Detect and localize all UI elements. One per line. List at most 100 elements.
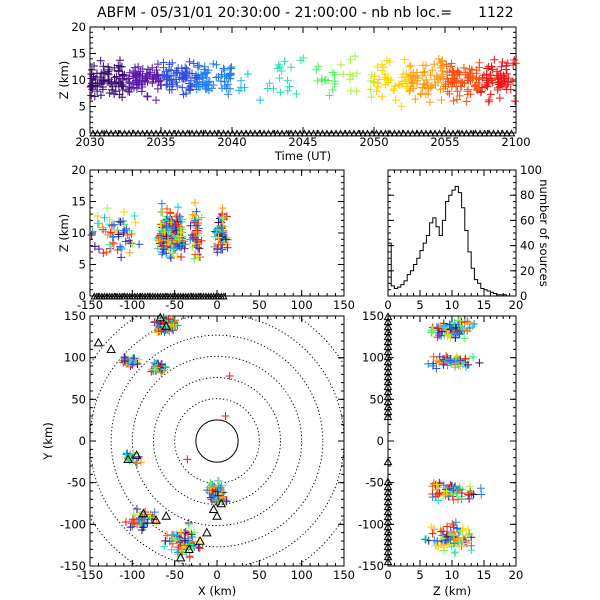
source-point <box>457 489 466 498</box>
station-marker <box>260 129 268 137</box>
source-point <box>502 65 511 74</box>
station-marker <box>255 129 264 137</box>
source-point <box>425 98 434 107</box>
source-point <box>100 68 109 77</box>
y-axis-label: Y (km) <box>41 422 55 461</box>
station-marker <box>383 392 393 401</box>
source-point <box>205 77 214 86</box>
source-point <box>472 74 481 83</box>
station-marker <box>201 129 210 137</box>
station-marker <box>170 129 178 137</box>
source-point <box>106 79 115 88</box>
source-point <box>220 66 229 75</box>
y-tick-label: -50 <box>67 476 86 490</box>
x-tick-label: -50 <box>165 298 184 312</box>
source-point <box>172 530 181 539</box>
source-point <box>175 537 184 546</box>
station-marker <box>368 129 376 137</box>
source-point <box>366 76 375 85</box>
station-marker <box>383 492 393 501</box>
y-tick-label: 20 <box>71 20 86 34</box>
source-point <box>437 331 446 340</box>
source-point <box>219 213 228 222</box>
plot-frame <box>387 315 517 567</box>
range-ring <box>131 355 303 527</box>
station-marker <box>120 129 129 137</box>
range-ring <box>110 334 324 548</box>
x-tick-label: 150 <box>333 298 355 312</box>
source-point <box>435 358 444 367</box>
source-point <box>330 70 339 79</box>
x-tick-label: 0 <box>384 298 391 312</box>
source-point <box>265 79 274 88</box>
source-point <box>99 249 108 258</box>
source-point <box>397 102 406 111</box>
x-tick-label: 50 <box>252 298 267 312</box>
y-tick-label: 100 <box>64 351 86 365</box>
station-marker <box>184 544 194 554</box>
station-marker <box>282 129 291 137</box>
source-point <box>180 72 189 81</box>
x-tick-label: 100 <box>291 568 313 582</box>
source-point <box>175 242 184 251</box>
x-tick-label: 2035 <box>146 135 175 149</box>
source-point <box>470 320 479 329</box>
source-point <box>220 77 229 86</box>
source-point <box>124 74 133 83</box>
station-marker <box>383 312 393 321</box>
source-point <box>190 542 199 551</box>
source-point <box>105 65 114 74</box>
source-point <box>128 240 137 249</box>
source-point <box>162 242 171 251</box>
source-point <box>192 228 201 237</box>
source-point <box>167 76 176 85</box>
source-point <box>181 536 190 545</box>
station-marker <box>246 129 255 137</box>
x-tick-label: 100 <box>291 298 313 312</box>
station-marker <box>151 515 161 524</box>
source-point <box>430 536 439 545</box>
source-point <box>263 84 272 93</box>
source-point <box>434 55 443 64</box>
source-point <box>476 88 485 97</box>
source-point <box>277 66 286 75</box>
source-point <box>446 356 455 365</box>
source-point <box>137 80 146 89</box>
source-point <box>510 56 519 65</box>
y-tick-label: 60 <box>520 213 535 227</box>
station-marker <box>383 402 393 411</box>
source-point <box>87 91 96 100</box>
x-tick-label: 50 <box>252 568 267 582</box>
source-point <box>498 57 507 66</box>
source-point <box>122 224 131 233</box>
source-point <box>486 90 495 99</box>
source-point <box>276 88 285 97</box>
y-tick-label: 20 <box>520 264 535 278</box>
source-point <box>378 92 387 101</box>
source-point <box>442 536 451 545</box>
source-point <box>454 534 463 543</box>
source-point <box>111 87 120 96</box>
station-marker <box>377 129 385 137</box>
station-marker <box>212 510 222 520</box>
source-point <box>469 352 478 361</box>
source-point <box>114 82 123 91</box>
source-point <box>129 72 138 81</box>
source-point <box>138 64 147 73</box>
source-point <box>114 67 123 76</box>
source-point <box>118 217 127 226</box>
source-point <box>194 239 203 248</box>
source-point <box>352 87 361 96</box>
source-point <box>185 520 194 529</box>
x-axis-label: X (km) <box>198 584 236 598</box>
source-point <box>418 83 427 92</box>
source-point <box>168 245 177 254</box>
station-marker <box>383 357 393 366</box>
station-marker <box>372 129 381 137</box>
source-point <box>195 544 204 553</box>
source-point <box>161 536 170 545</box>
source-point <box>459 63 468 72</box>
source-point <box>183 455 192 464</box>
source-point <box>457 357 466 366</box>
y-tick-label: 40 <box>520 239 535 253</box>
